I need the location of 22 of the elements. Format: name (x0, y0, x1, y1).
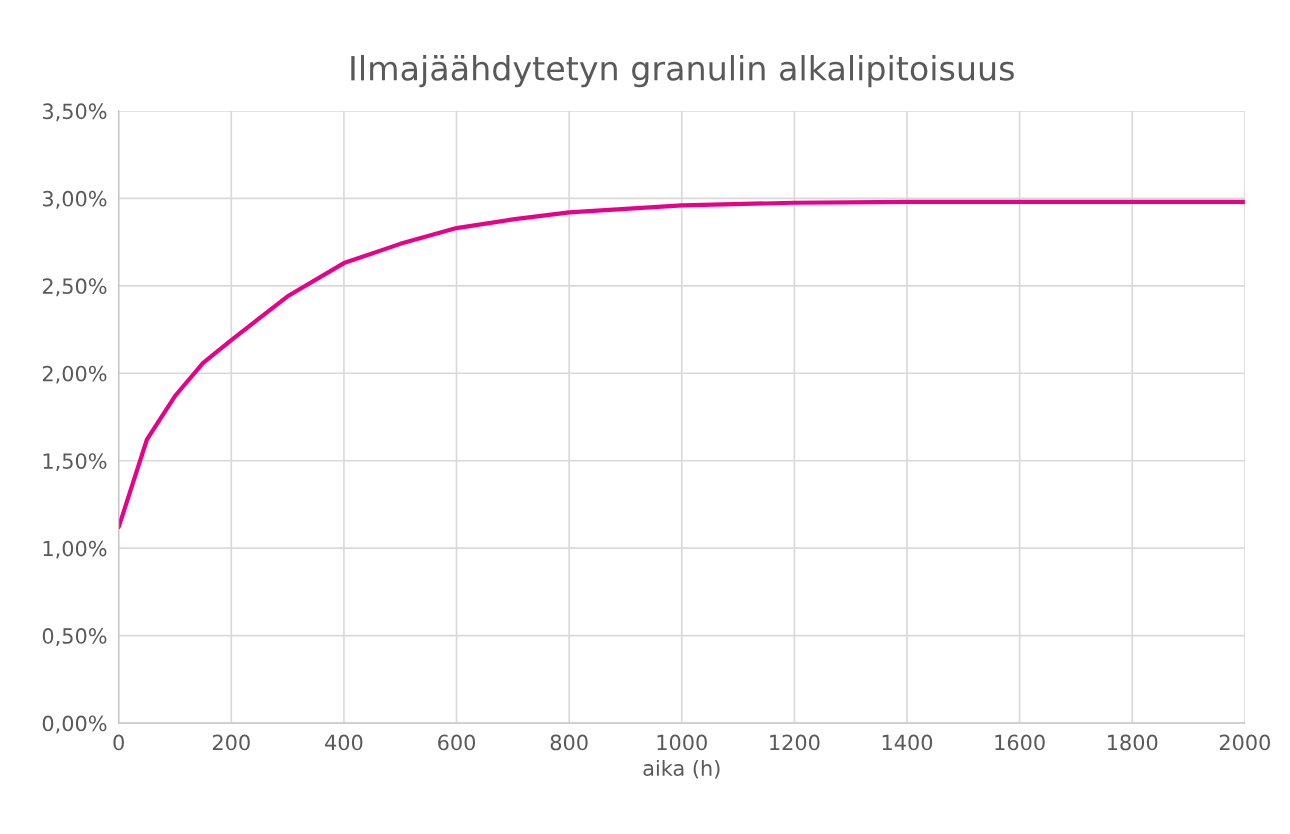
x-tick-label: 1800 (1108, 734, 1158, 751)
x-tick-label: 200 (212, 734, 250, 751)
y-tick-label: 1,50% (43, 453, 107, 472)
y-tick-label: 0,00% (42, 715, 107, 734)
x-tick-label: 400 (325, 734, 363, 751)
y-tick-label: 2,00% (42, 365, 107, 384)
chart-title: Ilmajäähdytetyn granulin alkalipitoisuus (351, 55, 1014, 88)
y-tick-label: 3,00% (42, 190, 107, 209)
x-tick-label: 2000 (1219, 734, 1270, 751)
x-tick-label: 1200 (770, 734, 820, 751)
x-tick-label: 1600 (995, 734, 1045, 751)
line-series (118, 199, 1245, 530)
x-tick-label: 800 (550, 734, 588, 751)
y-tick-label: 0,50% (42, 628, 107, 646)
y-tick-label: 1,00% (43, 540, 107, 559)
x-tick-label: 1400 (882, 734, 933, 751)
x-tick-label: 1000 (657, 734, 707, 751)
x-axis-title: aika (h) (643, 759, 720, 779)
y-tick-label: 2,50% (42, 278, 107, 297)
y-tick-label: 3,50% (42, 103, 107, 122)
x-tick-label: 0 (113, 734, 124, 751)
x-tick-label: 600 (438, 734, 476, 751)
